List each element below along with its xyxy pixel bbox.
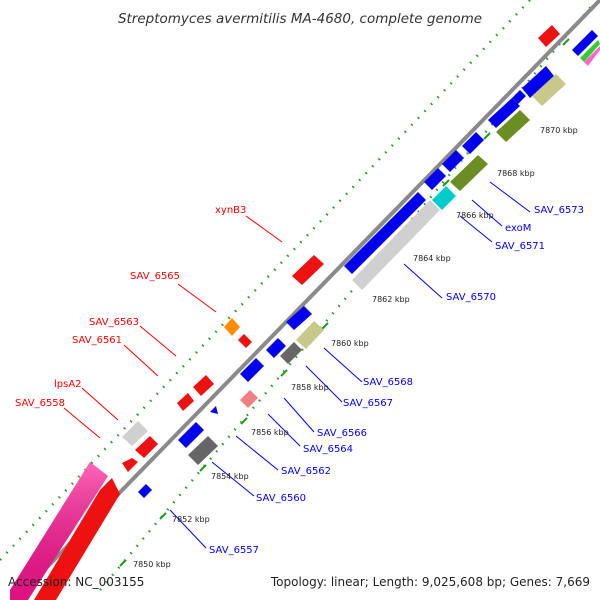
label-xynB3[interactable]: xynB3 xyxy=(215,205,246,216)
gene-red-6563[interactable] xyxy=(193,375,214,396)
gene-olive-exoM[interactable] xyxy=(450,155,488,191)
tick-label-7862: 7862 kbp xyxy=(372,295,410,304)
label-SAV_6567[interactable]: SAV_6567 xyxy=(343,398,393,409)
label-SAV_6558[interactable]: SAV_6558 xyxy=(15,398,65,409)
gene-blue-6566b[interactable] xyxy=(266,338,286,358)
tick-labels: 7850 kbp 7852 kbp 7854 kbp 7856 kbp 7858… xyxy=(133,126,578,569)
gene-red-6565b[interactable] xyxy=(238,334,252,348)
label-SAV_6557[interactable]: SAV_6557 xyxy=(209,545,259,556)
gene-lpsA2[interactable] xyxy=(135,436,158,458)
gene-xynB3[interactable] xyxy=(292,255,324,285)
gene-blue-arrow-small[interactable] xyxy=(210,406,218,414)
label-SAV_6570[interactable]: SAV_6570 xyxy=(446,292,496,303)
map-title: Streptomyces avermitilis MA-4680, comple… xyxy=(118,11,482,27)
tick-label-7870: 7870 kbp xyxy=(540,126,578,135)
gene-blue-6564[interactable] xyxy=(240,358,264,382)
guide-dotted-line-left xyxy=(0,0,531,561)
gene-red-large[interactable] xyxy=(34,478,120,600)
gene-red-top[interactable] xyxy=(538,25,560,47)
gene-blue-6573[interactable] xyxy=(462,132,484,154)
gene-darkgrey-6567[interactable] xyxy=(280,342,302,364)
gene-pink-large[interactable] xyxy=(10,462,108,600)
gene-blue-small-low[interactable] xyxy=(138,484,152,498)
gene-blue-7870b[interactable] xyxy=(512,90,526,104)
gene-labels-right: SAV_6573 exoM SAV_6571 SAV_6570 SAV_6568… xyxy=(209,205,584,556)
gene-blue-7870a[interactable] xyxy=(488,98,520,128)
label-SAV_6571[interactable]: SAV_6571 xyxy=(495,241,545,252)
gene-blue-7870c[interactable] xyxy=(522,66,554,98)
gene-khaki-7870[interactable] xyxy=(532,74,566,106)
label-SAV_6560[interactable]: SAV_6560 xyxy=(256,493,306,504)
label-SAV_6564[interactable]: SAV_6564 xyxy=(303,444,353,455)
gene-blue-large-6570[interactable] xyxy=(344,192,426,274)
gene-blue-6560[interactable] xyxy=(178,422,204,448)
gene-lightgrey-6570[interactable] xyxy=(352,200,440,290)
gene-blue-6567[interactable] xyxy=(286,306,312,330)
tick-label-7864: 7864 kbp xyxy=(413,254,451,263)
label-lpsA2[interactable]: lpsA2 xyxy=(54,379,82,390)
gene-olive-6573[interactable] xyxy=(496,110,530,142)
label-SAV_6562[interactable]: SAV_6562 xyxy=(281,466,331,477)
tick-label-7854: 7854 kbp xyxy=(211,472,249,481)
gene-labels-left: xynB3 SAV_6565 SAV_6563 SAV_6561 lpsA2 S… xyxy=(15,205,246,409)
tick-label-7860: 7860 kbp xyxy=(331,339,369,348)
tick-label-7868: 7868 kbp xyxy=(497,169,535,178)
gene-khaki-6568[interactable] xyxy=(296,321,324,349)
label-SAV_6565[interactable]: SAV_6565 xyxy=(130,271,180,282)
gene-grey-6557[interactable] xyxy=(122,421,148,446)
gene-red-6561[interactable] xyxy=(177,393,194,411)
label-SAV_6566[interactable]: SAV_6566 xyxy=(317,428,367,439)
gene-pink-6566[interactable] xyxy=(240,390,258,408)
tick-label-7850: 7850 kbp xyxy=(133,560,171,569)
label-SAV_6568[interactable]: SAV_6568 xyxy=(363,377,413,388)
leaders-right xyxy=(169,181,531,549)
tick-label-7866: 7866 kbp xyxy=(456,211,494,220)
tick-label-7856: 7856 kbp xyxy=(251,428,289,437)
label-SAV_6573[interactable]: SAV_6573 xyxy=(534,205,584,216)
tick-axis-line xyxy=(99,1,596,591)
tick-label-7852: 7852 kbp xyxy=(172,515,210,524)
gene-red-6558[interactable] xyxy=(122,458,138,472)
tick-label-7858: 7858 kbp xyxy=(291,383,329,392)
gene-orange-6565[interactable] xyxy=(224,318,240,336)
gene-blue-top-right[interactable] xyxy=(572,30,600,66)
accession-text: Accession: NC_003155 xyxy=(8,575,144,589)
gene-blue-6571[interactable] xyxy=(424,168,446,190)
gene-blue-exoM[interactable] xyxy=(442,150,464,172)
topology-text: Topology: linear; Length: 9,025,608 bp; … xyxy=(270,575,590,589)
label-SAV_6561[interactable]: SAV_6561 xyxy=(72,335,122,346)
gene-cyan-6571[interactable] xyxy=(432,186,456,210)
label-exoM[interactable]: exoM xyxy=(505,223,531,234)
leaders-left xyxy=(63,215,283,439)
label-SAV_6563[interactable]: SAV_6563 xyxy=(89,317,139,328)
gene-darkgrey-6562[interactable] xyxy=(188,436,218,465)
